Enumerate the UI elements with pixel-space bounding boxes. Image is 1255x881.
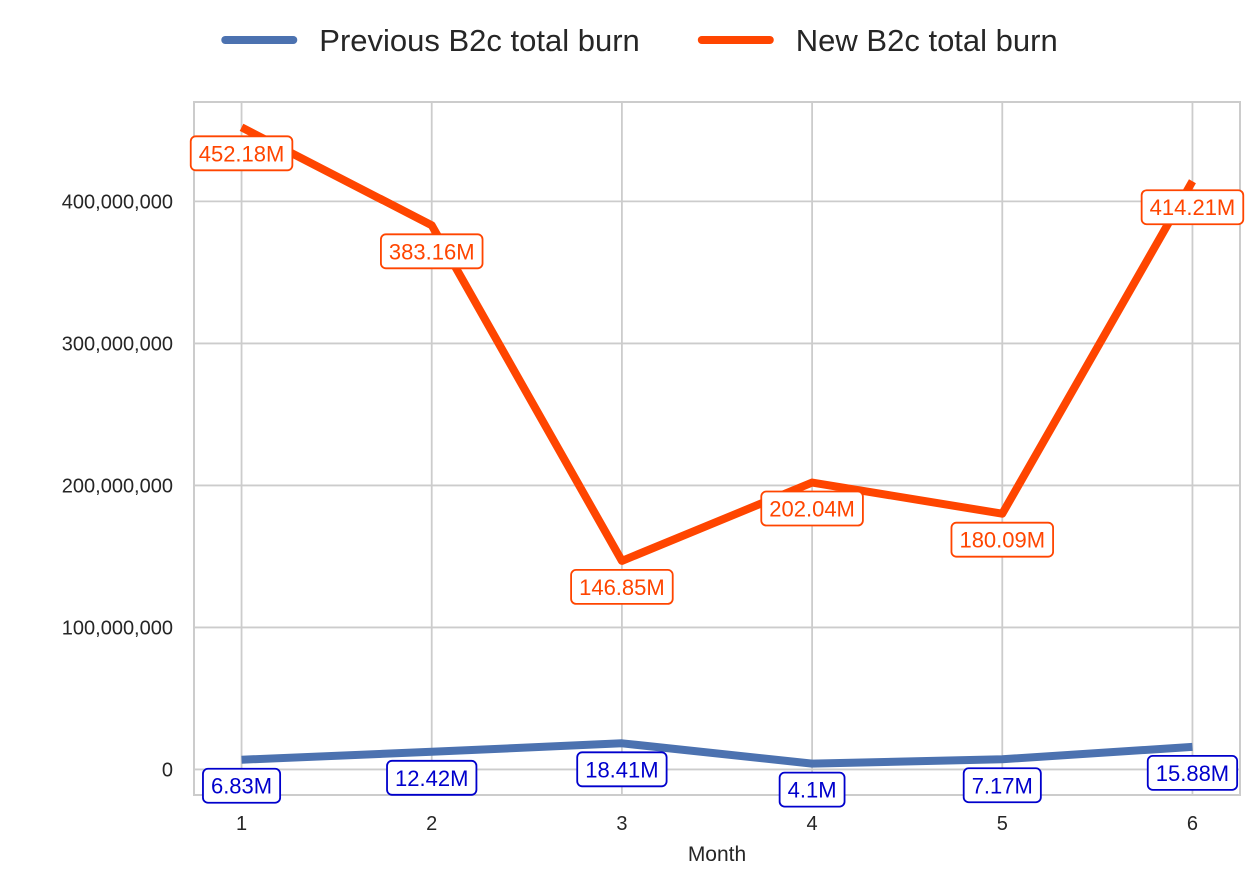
data-label-text: 12.42M bbox=[395, 766, 468, 791]
series-line-new bbox=[239, 123, 1196, 565]
data-label: 202.04M bbox=[760, 490, 864, 527]
data-label-box bbox=[570, 568, 674, 605]
data-label-box bbox=[386, 759, 478, 796]
legend-label: Previous B2c total burn bbox=[319, 23, 640, 58]
y-tick-label: 400,000,000 bbox=[62, 191, 173, 213]
x-tick-label: 1 bbox=[236, 813, 247, 835]
data-label-box bbox=[380, 233, 484, 270]
legend-item-previous: Previous B2c total burn bbox=[221, 23, 640, 58]
data-label-text: 414.21M bbox=[1150, 195, 1236, 220]
data-label-box bbox=[202, 767, 282, 804]
x-tick-label: 6 bbox=[1187, 813, 1198, 835]
data-label-text: 146.85M bbox=[579, 575, 665, 600]
data-label-box bbox=[576, 751, 668, 788]
data-label-text: 4.1M bbox=[788, 778, 837, 803]
x-tick-label: 2 bbox=[426, 813, 437, 835]
y-axis-tick-labels: 0 100,000,000 200,000,000 300,000,000 400,00… bbox=[62, 191, 173, 781]
data-label: 4.1M bbox=[778, 771, 846, 808]
y-tick-label: 300,000,000 bbox=[62, 333, 173, 355]
x-axis-tick-labels: 1 2 3 4 5 6 bbox=[236, 813, 1198, 835]
data-label-box bbox=[778, 771, 846, 808]
legend-item-new: New B2c total burn bbox=[697, 23, 1058, 58]
x-tick-label: 4 bbox=[807, 813, 818, 835]
data-label-box bbox=[760, 490, 864, 527]
series-line-previous bbox=[241, 739, 1193, 768]
data-label-text: 383.16M bbox=[389, 239, 475, 264]
data-label-text: 6.83M bbox=[211, 774, 272, 799]
data-label-text: 18.41M bbox=[585, 757, 658, 782]
data-label: 18.41M bbox=[576, 751, 668, 788]
data-label: 452.18M bbox=[189, 135, 294, 172]
x-axis-title: Month bbox=[688, 843, 746, 866]
legend-label: New B2c total burn bbox=[796, 23, 1058, 58]
data-label-text: 15.88M bbox=[1156, 761, 1229, 786]
data-label: 12.42M bbox=[386, 759, 478, 796]
data-label-text: 180.09M bbox=[959, 528, 1045, 553]
data-label-box bbox=[189, 135, 294, 172]
legend: Previous B2c total burn New B2c total bur… bbox=[221, 23, 1058, 58]
data-label-text: 7.17M bbox=[972, 773, 1033, 798]
data-label: 180.09M bbox=[950, 521, 1054, 558]
data-label: 383.16M bbox=[380, 233, 484, 270]
data-label: 6.83M bbox=[202, 767, 282, 804]
data-label-box bbox=[1146, 754, 1239, 791]
data-label: 146.85M bbox=[570, 568, 674, 605]
y-tick-label: 200,000,000 bbox=[62, 475, 173, 497]
data-label: 7.17M bbox=[962, 767, 1042, 804]
data-label-box bbox=[950, 521, 1054, 558]
series-lines bbox=[239, 123, 1196, 768]
plot-frame bbox=[193, 101, 1241, 796]
data-label-box bbox=[1140, 189, 1245, 226]
plot-area bbox=[193, 101, 1241, 796]
data-label-text: 202.04M bbox=[769, 497, 855, 522]
data-label-text: 452.18M bbox=[199, 141, 285, 166]
data-label: 15.88M bbox=[1146, 754, 1239, 791]
data-label: 414.21M bbox=[1140, 189, 1245, 226]
grid-lines bbox=[194, 102, 1240, 795]
x-tick-label: 3 bbox=[616, 813, 627, 835]
x-tick-label: 5 bbox=[997, 813, 1008, 835]
data-labels: 6.83M 12.42M 18.41M 4.1M 7.17M 15.88M 452.18M 3… bbox=[189, 135, 1245, 808]
y-tick-label: 0 bbox=[162, 759, 173, 781]
data-label-box bbox=[962, 767, 1042, 804]
y-tick-label: 100,000,000 bbox=[62, 617, 173, 639]
